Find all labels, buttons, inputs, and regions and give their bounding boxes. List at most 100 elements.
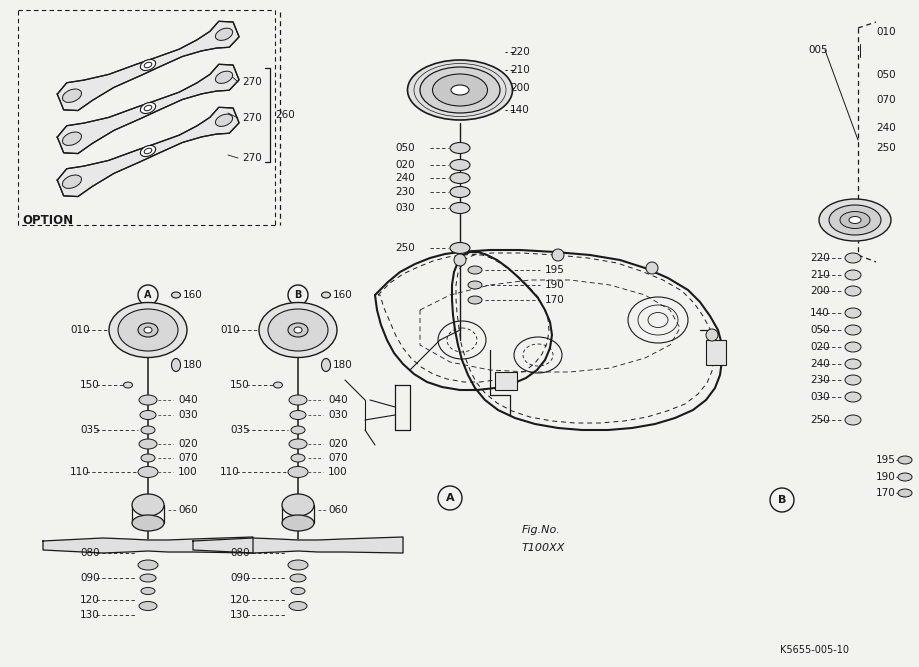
Ellipse shape bbox=[141, 588, 155, 594]
Bar bbox=[495, 372, 517, 390]
Text: 020: 020 bbox=[328, 439, 347, 449]
Text: 040: 040 bbox=[328, 395, 347, 405]
Ellipse shape bbox=[268, 309, 328, 351]
Ellipse shape bbox=[845, 270, 861, 280]
Text: 180: 180 bbox=[333, 360, 353, 370]
Ellipse shape bbox=[62, 175, 82, 188]
Ellipse shape bbox=[172, 358, 180, 372]
Text: 050: 050 bbox=[876, 70, 896, 80]
Ellipse shape bbox=[215, 28, 233, 41]
Text: 050: 050 bbox=[810, 325, 830, 335]
Text: 080: 080 bbox=[80, 548, 99, 558]
Text: A: A bbox=[446, 493, 454, 503]
Ellipse shape bbox=[845, 342, 861, 352]
Ellipse shape bbox=[138, 466, 158, 478]
Ellipse shape bbox=[845, 308, 861, 318]
Ellipse shape bbox=[118, 309, 178, 351]
Text: 060: 060 bbox=[178, 505, 198, 515]
Ellipse shape bbox=[450, 187, 470, 197]
Ellipse shape bbox=[706, 329, 718, 341]
Ellipse shape bbox=[291, 426, 305, 434]
Text: 130: 130 bbox=[80, 610, 100, 620]
Text: 190: 190 bbox=[876, 472, 896, 482]
Text: 070: 070 bbox=[178, 453, 198, 463]
Polygon shape bbox=[57, 107, 239, 197]
Ellipse shape bbox=[144, 327, 152, 333]
Ellipse shape bbox=[450, 173, 470, 183]
Text: 060: 060 bbox=[328, 505, 347, 515]
Bar bbox=[706, 340, 726, 365]
Ellipse shape bbox=[322, 358, 331, 372]
Ellipse shape bbox=[62, 89, 82, 103]
Ellipse shape bbox=[139, 602, 157, 610]
Text: 030: 030 bbox=[178, 410, 198, 420]
Ellipse shape bbox=[140, 410, 156, 420]
Text: 250: 250 bbox=[876, 143, 896, 153]
Ellipse shape bbox=[845, 375, 861, 385]
Text: 270: 270 bbox=[242, 77, 262, 87]
Ellipse shape bbox=[282, 515, 314, 531]
Ellipse shape bbox=[819, 199, 891, 241]
Text: 120: 120 bbox=[230, 595, 250, 605]
Text: 220: 220 bbox=[510, 47, 529, 57]
Text: K5655-005-10: K5655-005-10 bbox=[780, 645, 849, 655]
Text: 240: 240 bbox=[810, 359, 830, 369]
Text: 130: 130 bbox=[230, 610, 250, 620]
Text: 005: 005 bbox=[808, 45, 828, 55]
Text: 195: 195 bbox=[876, 455, 896, 465]
Ellipse shape bbox=[845, 325, 861, 335]
Text: 240: 240 bbox=[395, 173, 415, 183]
Text: Fig.No.: Fig.No. bbox=[522, 525, 561, 535]
Ellipse shape bbox=[450, 243, 470, 253]
Ellipse shape bbox=[646, 262, 658, 274]
Text: 200: 200 bbox=[510, 83, 529, 93]
Text: 230: 230 bbox=[810, 375, 830, 385]
Text: 270: 270 bbox=[242, 113, 262, 123]
Text: 250: 250 bbox=[810, 415, 830, 425]
Text: 020: 020 bbox=[395, 160, 415, 170]
Ellipse shape bbox=[407, 60, 513, 120]
Ellipse shape bbox=[289, 439, 307, 449]
Ellipse shape bbox=[290, 410, 306, 420]
Text: 170: 170 bbox=[545, 295, 565, 305]
Ellipse shape bbox=[450, 143, 470, 153]
Ellipse shape bbox=[290, 574, 306, 582]
Ellipse shape bbox=[141, 145, 155, 157]
Ellipse shape bbox=[215, 114, 233, 126]
Text: 195: 195 bbox=[545, 265, 565, 275]
Ellipse shape bbox=[288, 323, 308, 337]
Ellipse shape bbox=[845, 286, 861, 296]
Polygon shape bbox=[43, 537, 253, 553]
Text: 100: 100 bbox=[178, 467, 198, 477]
Text: A: A bbox=[144, 290, 152, 300]
Text: 020: 020 bbox=[810, 342, 830, 352]
Ellipse shape bbox=[829, 205, 881, 235]
Ellipse shape bbox=[468, 266, 482, 274]
Text: 210: 210 bbox=[510, 65, 529, 75]
Text: 260: 260 bbox=[275, 110, 295, 120]
Ellipse shape bbox=[215, 71, 233, 83]
Ellipse shape bbox=[289, 395, 307, 405]
Ellipse shape bbox=[289, 602, 307, 610]
Text: 120: 120 bbox=[80, 595, 100, 605]
Ellipse shape bbox=[141, 426, 155, 434]
Text: 070: 070 bbox=[876, 95, 896, 105]
Text: OPTION: OPTION bbox=[22, 213, 74, 227]
Ellipse shape bbox=[898, 473, 912, 481]
Ellipse shape bbox=[172, 292, 180, 298]
Text: 230: 230 bbox=[395, 187, 415, 197]
Ellipse shape bbox=[141, 59, 155, 71]
Ellipse shape bbox=[123, 382, 132, 388]
Ellipse shape bbox=[454, 254, 466, 266]
Text: 035: 035 bbox=[80, 425, 100, 435]
Text: 010: 010 bbox=[70, 325, 90, 335]
Ellipse shape bbox=[849, 217, 861, 223]
Ellipse shape bbox=[139, 395, 157, 405]
Ellipse shape bbox=[451, 85, 469, 95]
Ellipse shape bbox=[288, 466, 308, 478]
Text: 190: 190 bbox=[545, 280, 565, 290]
Ellipse shape bbox=[898, 456, 912, 464]
Text: 030: 030 bbox=[395, 203, 415, 213]
Ellipse shape bbox=[144, 105, 152, 111]
Ellipse shape bbox=[845, 359, 861, 369]
